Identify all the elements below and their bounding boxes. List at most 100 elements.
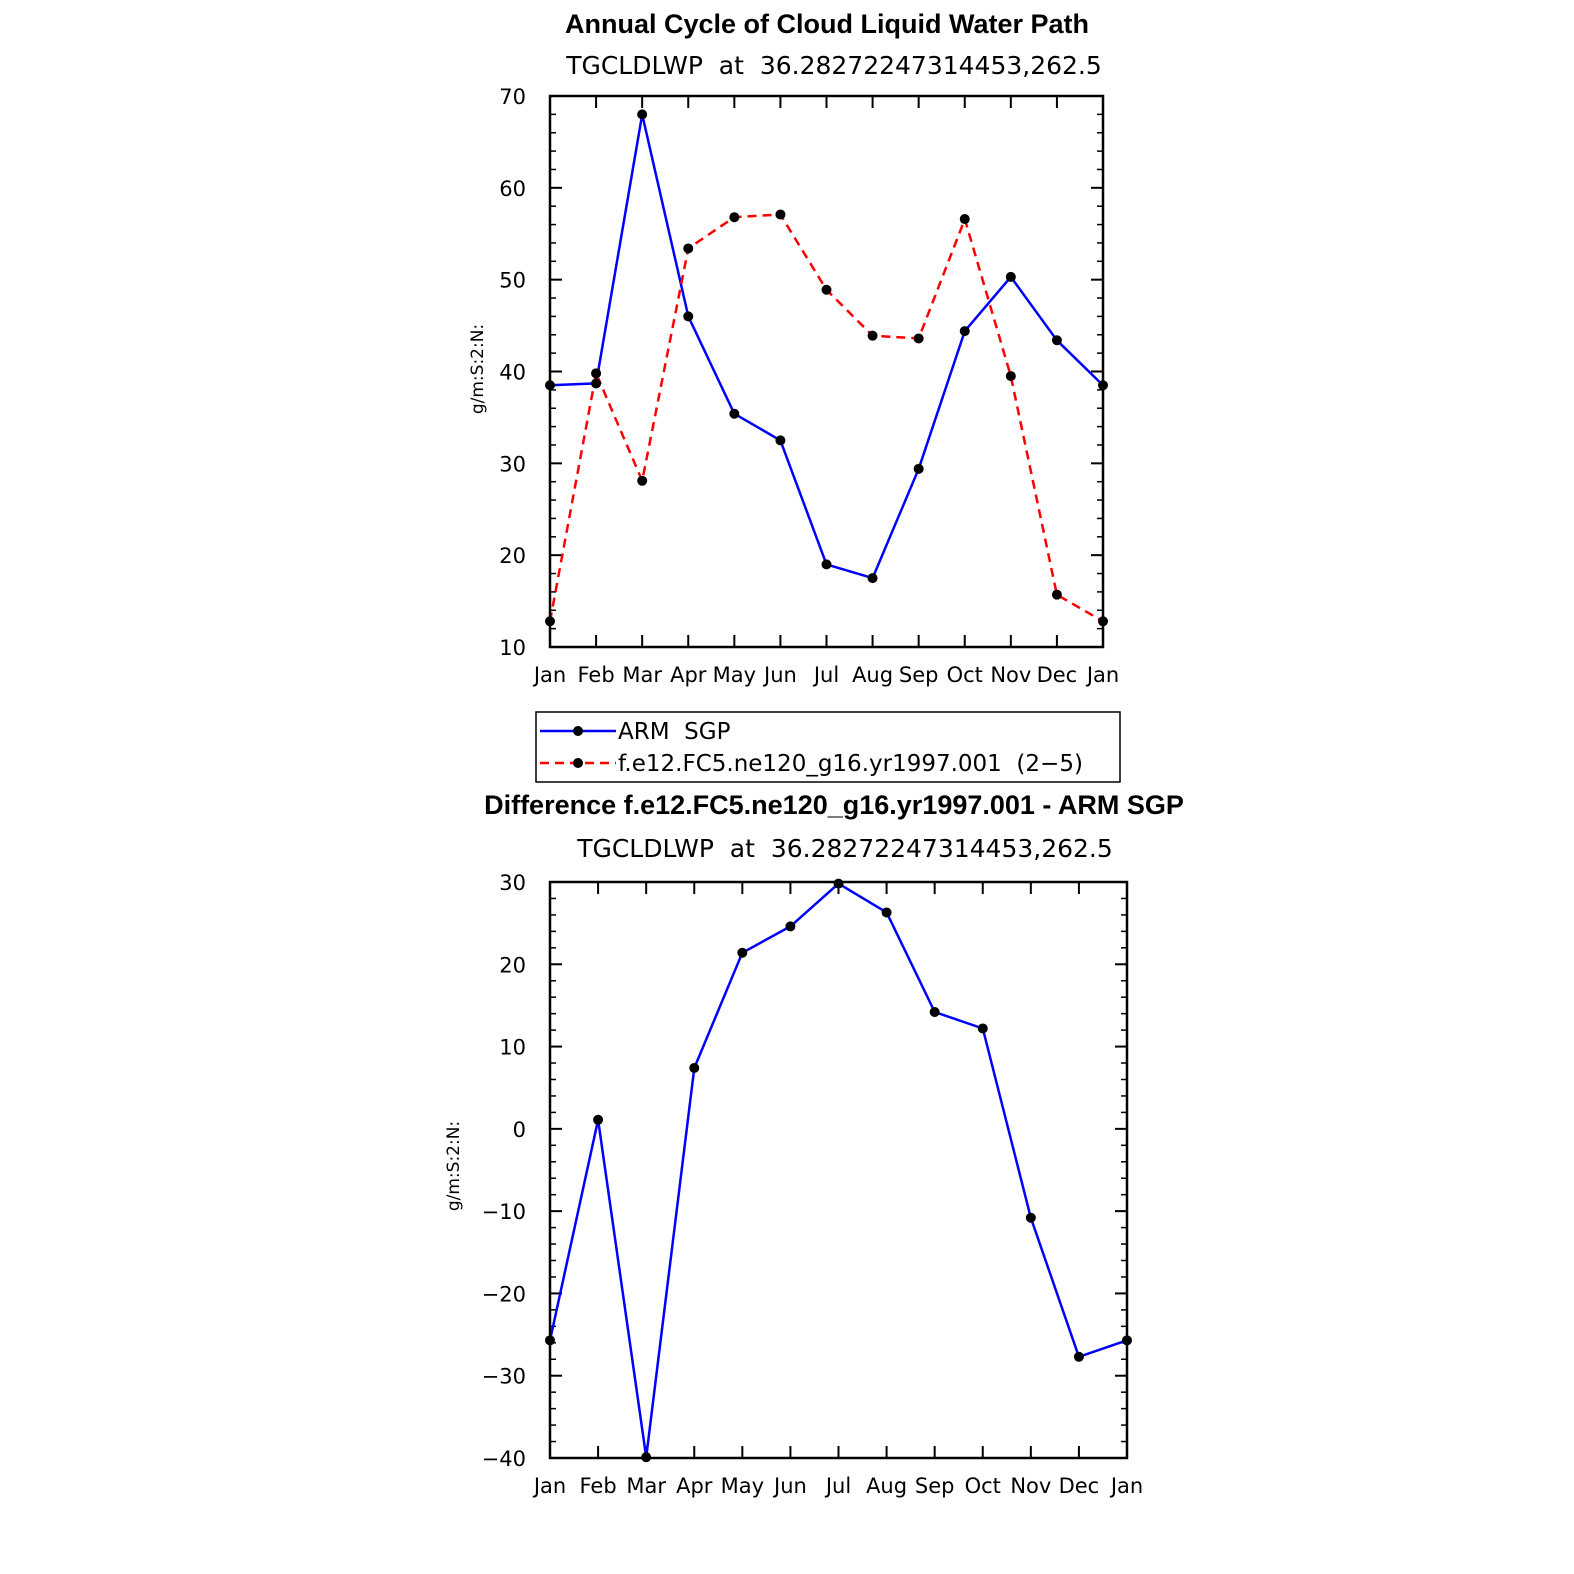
y-tick-labels: 10 20 30 40 50 60 70 bbox=[499, 85, 526, 660]
series-lines bbox=[548, 882, 1128, 1459]
x-tick-label: Oct bbox=[965, 1474, 1001, 1498]
data-point bbox=[775, 435, 786, 446]
x-tick-label: Mar bbox=[622, 663, 662, 687]
data-point bbox=[959, 214, 970, 225]
legend-box bbox=[535, 711, 1121, 783]
x-tick-label: Dec bbox=[1037, 663, 1078, 687]
legend-marker-arm bbox=[573, 726, 583, 736]
data-point bbox=[737, 947, 748, 958]
y-tick-label: 40 bbox=[499, 361, 526, 385]
data-point bbox=[591, 378, 602, 389]
legend-entry-arm: ARM SGP bbox=[540, 719, 731, 745]
x-tick-label: Nov bbox=[1010, 1474, 1051, 1498]
legend-marker-model bbox=[573, 758, 583, 768]
y-tick-label: −40 bbox=[482, 1447, 526, 1471]
series-points bbox=[545, 109, 1108, 627]
x-tick-label: Sep bbox=[899, 663, 939, 687]
x-tick-label: Aug bbox=[866, 1474, 907, 1498]
y-tick-label: 10 bbox=[499, 1036, 526, 1060]
plot-frame bbox=[548, 880, 1129, 1460]
y-tick-label: 0 bbox=[513, 1118, 526, 1142]
data-point bbox=[689, 1062, 700, 1073]
x-tick-label: Jul bbox=[824, 1474, 851, 1498]
data-point bbox=[881, 907, 892, 918]
data-point bbox=[683, 243, 694, 254]
x-tick-label: Jun bbox=[772, 1474, 807, 1498]
y-axis-label: g/m:S:2:N: bbox=[468, 324, 488, 414]
x-tick-label: Nov bbox=[990, 663, 1031, 687]
data-point bbox=[683, 311, 694, 322]
data-point bbox=[1025, 1212, 1036, 1223]
data-point bbox=[821, 559, 832, 570]
y-tick-label: −10 bbox=[482, 1200, 526, 1224]
data-point bbox=[867, 573, 878, 584]
data-point bbox=[1005, 271, 1016, 282]
series-line-0 bbox=[548, 882, 1128, 1459]
x-tick-label: Jan bbox=[1085, 663, 1119, 687]
x-tick-label: Oct bbox=[947, 663, 983, 687]
data-point bbox=[1005, 371, 1016, 382]
data-point bbox=[729, 212, 740, 223]
x-tick-label: May bbox=[713, 663, 756, 687]
y-tick-label: 30 bbox=[499, 871, 526, 895]
data-point bbox=[959, 326, 970, 337]
legend: ARM SGP f.e12.FC5.ne120_g16.yr1997.001 (… bbox=[535, 711, 1121, 783]
x-tick-label: Sep bbox=[915, 1474, 955, 1498]
plot-frame bbox=[548, 94, 1105, 649]
y-tick-label: 70 bbox=[499, 85, 526, 109]
chart-title: Annual Cycle of Cloud Liquid Water Path bbox=[565, 9, 1089, 39]
data-point bbox=[593, 1114, 604, 1125]
x-tick-label: May bbox=[721, 1474, 764, 1498]
y-tick-label: −20 bbox=[482, 1282, 526, 1306]
axis-ticks bbox=[549, 95, 1104, 648]
data-point bbox=[637, 475, 648, 486]
data-point bbox=[729, 408, 740, 419]
data-point bbox=[867, 330, 878, 341]
data-point bbox=[1051, 589, 1062, 600]
y-tick-label: 20 bbox=[499, 544, 526, 568]
annual-cycle-panel: Annual Cycle of Cloud Liquid Water Path … bbox=[468, 9, 1119, 687]
data-point bbox=[833, 878, 844, 889]
axis-ticks bbox=[549, 881, 1128, 1459]
y-tick-labels: −40 −30 −20 −10 0 10 20 30 bbox=[482, 871, 526, 1471]
data-point bbox=[1073, 1351, 1084, 1362]
y-axis-label: g/m:S:2:N: bbox=[444, 1121, 464, 1211]
data-point bbox=[913, 463, 924, 474]
x-tick-label: Jan bbox=[532, 1474, 566, 1498]
y-tick-label: 60 bbox=[499, 177, 526, 201]
x-tick-label: Apr bbox=[676, 1474, 713, 1498]
data-point bbox=[1051, 335, 1062, 346]
x-tick-label: Jan bbox=[532, 663, 566, 687]
y-tick-label: 30 bbox=[499, 452, 526, 476]
chart-subtitle: TGCLDLWP at 36.28272247314453,262.5 bbox=[576, 834, 1113, 863]
x-tick-label: Mar bbox=[626, 1474, 666, 1498]
data-point bbox=[913, 333, 924, 344]
x-tick-labels: Jan Feb Mar Apr May Jun Jul Aug Sep Oct Nov Dec Jan bbox=[532, 663, 1119, 687]
data-point bbox=[929, 1007, 940, 1018]
x-tick-label: Jul bbox=[812, 663, 839, 687]
difference-panel: Difference f.e12.FC5.ne120_g16.yr1997.00… bbox=[444, 790, 1184, 1498]
legend-label-arm: ARM SGP bbox=[618, 719, 731, 745]
y-tick-label: 10 bbox=[499, 636, 526, 660]
data-point bbox=[591, 368, 602, 379]
series-line-0 bbox=[549, 113, 1104, 580]
y-tick-label: 50 bbox=[499, 269, 526, 293]
data-point bbox=[977, 1023, 988, 1034]
legend-entry-model: f.e12.FC5.ne120_g16.yr1997.001 (2−5) bbox=[540, 751, 1083, 777]
data-point bbox=[637, 109, 648, 120]
series-points bbox=[545, 878, 1132, 1463]
x-tick-label: Apr bbox=[670, 663, 707, 687]
data-point bbox=[785, 921, 796, 932]
x-tick-label: Feb bbox=[579, 1474, 616, 1498]
y-tick-label: −30 bbox=[482, 1365, 526, 1389]
x-tick-label: Jun bbox=[762, 663, 797, 687]
x-tick-label: Jan bbox=[1109, 1474, 1143, 1498]
series-lines bbox=[548, 113, 1104, 623]
x-tick-label: Dec bbox=[1059, 1474, 1100, 1498]
y-tick-label: 20 bbox=[499, 953, 526, 977]
data-point bbox=[775, 209, 786, 220]
legend-label-model: f.e12.FC5.ne120_g16.yr1997.001 (2−5) bbox=[618, 751, 1083, 777]
chart-title: Difference f.e12.FC5.ne120_g16.yr1997.00… bbox=[484, 790, 1184, 820]
x-tick-label: Aug bbox=[852, 663, 893, 687]
